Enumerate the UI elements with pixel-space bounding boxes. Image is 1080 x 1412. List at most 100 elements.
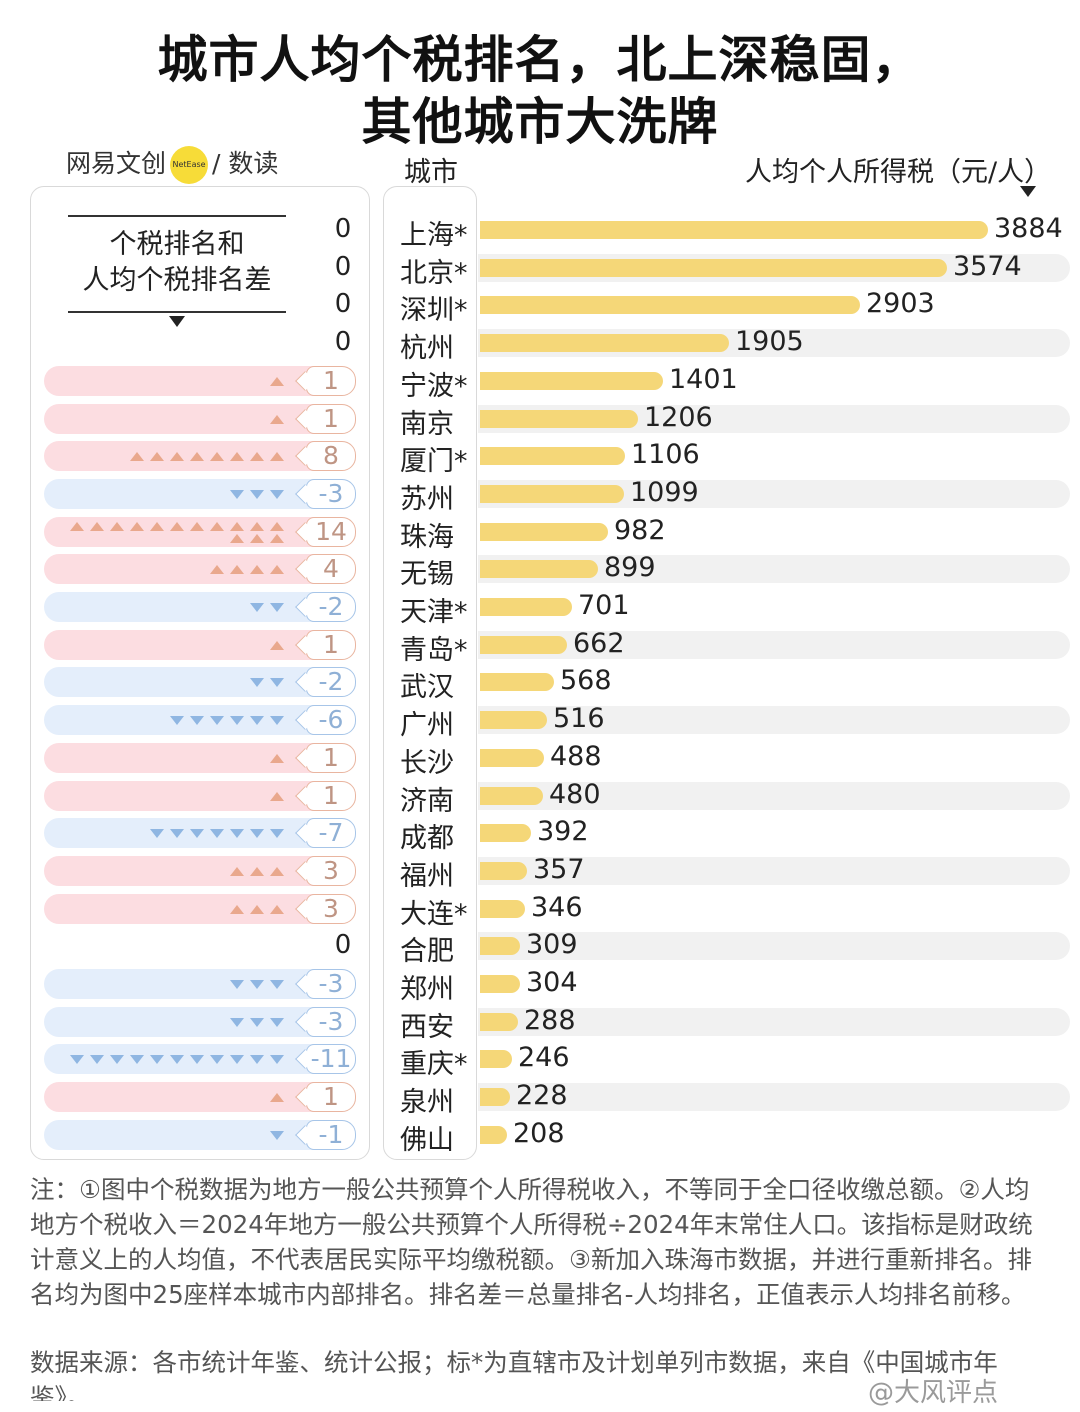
brand-suffix: / 数读 — [212, 149, 279, 178]
bar-value-label: 304 — [526, 967, 578, 998]
triangle-down-icon — [190, 829, 204, 839]
bar-track — [478, 856, 1070, 885]
rank-diff-value: 3 — [323, 855, 339, 885]
rank-diff-value: 1 — [323, 1082, 339, 1112]
rank-diff-value: 1 — [323, 780, 339, 810]
triangle-up-icon — [250, 452, 264, 462]
bar — [480, 258, 947, 277]
rank-diff-value: -1 — [318, 1119, 344, 1149]
rank-diff-tag: 4 — [306, 554, 356, 585]
rank-diff-tag: -2 — [306, 592, 356, 622]
city-column-header: 城市 — [404, 157, 458, 188]
bar-value-label: 208 — [513, 1117, 565, 1149]
bar-value-label: 488 — [550, 740, 602, 772]
rank-diff-tag: -11 — [306, 1044, 356, 1075]
rank-diff-value: -3 — [318, 478, 344, 508]
bar-track — [478, 1083, 1070, 1112]
bar — [480, 786, 543, 805]
data-source: 数据来源：各市统计年鉴、统计公报；标*为直辖市及计划单列市数据，来自《中国城市年… — [30, 1348, 998, 1401]
rank-diff-value: 4 — [323, 554, 339, 584]
rank-diff-legend: 个税排名和 人均个税排名差 — [68, 215, 286, 313]
triangle-down-icon — [210, 1055, 224, 1065]
rank-diff-tag: 14 — [306, 516, 356, 547]
triangle-up-icon — [230, 521, 244, 531]
triangle-up-icon — [190, 452, 204, 462]
rank-diff-tag: 1 — [306, 365, 356, 396]
triangle-down-icon — [170, 716, 184, 726]
triangle-down-icon — [230, 489, 244, 499]
rank-diff-tag: 1 — [306, 403, 356, 434]
watermark: @大风评点 — [868, 1378, 999, 1408]
triangle-up-icon — [270, 904, 284, 914]
triangle-down-icon — [210, 829, 224, 839]
bar — [480, 861, 527, 880]
triangle-up-icon — [230, 866, 244, 876]
triangle-down-icon — [270, 980, 284, 989]
triangle-down-icon — [270, 489, 284, 499]
triangle-up-icon — [110, 521, 124, 531]
bar-value-label: 288 — [524, 1004, 576, 1036]
triangle-down-icon — [270, 678, 284, 688]
triangle-down-icon — [250, 980, 264, 989]
bar — [480, 1012, 518, 1031]
bar — [480, 824, 531, 843]
triangle-up-icon — [130, 452, 144, 462]
bar — [480, 296, 860, 315]
bar-value-label: 309 — [526, 929, 578, 961]
bar-value-label: 568 — [560, 665, 612, 697]
bar-value-label: 1106 — [631, 439, 700, 471]
rank-diff-legend-arrow-icon — [169, 316, 185, 327]
rank-diff-legend-line2: 人均个税排名差 — [82, 265, 272, 296]
city-label: 佛山 — [400, 1124, 454, 1156]
city-label: 无锡 — [400, 559, 454, 591]
rank-diff-tag: 3 — [306, 893, 356, 924]
rank-diff-tag: 1 — [306, 780, 356, 811]
triangle-down-icon — [150, 829, 164, 839]
triangle-down-icon — [230, 716, 244, 726]
bar-track — [478, 630, 1070, 659]
bar — [480, 1125, 507, 1144]
city-label: 大连* — [400, 898, 468, 930]
city-label: 杭州 — [400, 333, 454, 365]
bar — [480, 221, 988, 239]
bar-value-label: 982 — [614, 514, 666, 546]
city-label: 福州 — [400, 860, 454, 892]
bar — [480, 371, 663, 390]
bar-track — [478, 781, 1070, 810]
rank-diff-value: 1 — [323, 629, 339, 659]
triangle-up-icon — [250, 866, 264, 876]
city-label: 长沙 — [400, 747, 454, 779]
rank-diff-value: 3 — [323, 893, 339, 923]
city-label: 合肥 — [400, 936, 454, 968]
chart-title-line2: 其他城市大洗牌 — [361, 93, 719, 151]
bar — [480, 1050, 512, 1069]
city-label: 厦门* — [400, 446, 468, 478]
city-label: 南京 — [400, 408, 454, 440]
bar — [480, 711, 547, 730]
city-label: 重庆* — [400, 1049, 468, 1081]
bar — [480, 522, 608, 541]
triangle-up-icon — [270, 533, 284, 543]
triangle-up-icon — [270, 866, 284, 876]
triangle-up-icon — [210, 565, 224, 575]
bar — [480, 484, 624, 503]
bar-value-label: 392 — [537, 816, 589, 848]
rank-diff-tag: 1 — [306, 1082, 356, 1113]
triangle-up-icon — [250, 565, 264, 575]
rank-diff-zero: 0 — [334, 289, 352, 320]
bar — [480, 560, 598, 579]
triangle-down-icon — [150, 1055, 164, 1065]
triangle-down-icon — [230, 1017, 244, 1027]
bar-value-label: 899 — [604, 552, 656, 584]
triangle-down-icon — [250, 489, 264, 499]
bar-value-label: 662 — [573, 627, 625, 659]
triangle-down-icon — [90, 1055, 104, 1065]
triangle-up-icon — [250, 904, 264, 914]
bar — [480, 937, 520, 956]
bar-value-label: 2903 — [866, 288, 935, 320]
bar-track — [478, 1007, 1070, 1036]
bar — [480, 334, 729, 353]
bar — [480, 673, 554, 692]
rank-diff-value: 8 — [323, 441, 339, 471]
